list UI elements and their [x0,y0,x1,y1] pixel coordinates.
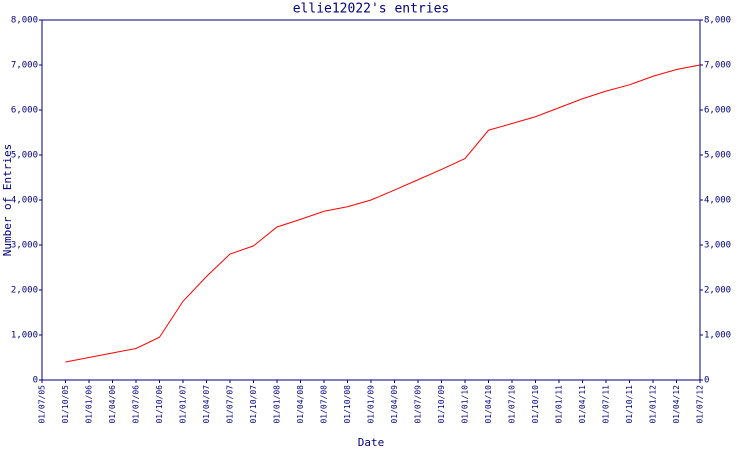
data-line [65,64,701,363]
x-tick-label: 01/01/11 [555,385,564,424]
x-tick-label: 01/01/12 [649,385,658,424]
y2-tick-label: 3,000 [704,241,731,251]
y2-tick-label: 1,000 [704,331,731,341]
y-tick-label: 0 [33,376,38,386]
x-tick-label: 01/01/07 [179,385,188,424]
x-tick-label: 01/10/07 [249,385,258,424]
y-tick-label: 4,000 [11,196,38,206]
y-axis-label: Number of Entries [1,144,14,257]
x-tick-label: 01/07/09 [414,385,423,424]
x-tick-label: 01/07/07 [226,385,235,424]
x-tick-label: 01/01/06 [85,385,94,424]
y2-tick-label: 4,000 [704,196,731,206]
x-tick-label: 01/04/11 [578,385,587,424]
x-tick-label: 01/10/11 [625,385,634,424]
x-tick-label: 01/10/09 [437,385,446,424]
x-tick-label: 01/04/08 [296,385,305,424]
x-tick-label: 01/07/05 [38,385,47,424]
x-tick-label: 01/04/10 [484,385,493,424]
y-tick-label: 6,000 [11,106,38,116]
x-tick-label: 01/04/06 [108,385,117,424]
y-tick-label: 3,000 [11,241,38,251]
x-tick-label: 01/04/12 [672,385,681,424]
y2-tick-label: 5,000 [704,151,731,161]
x-tick-label: 01/10/06 [155,385,164,424]
x-tick-label: 01/01/08 [273,385,282,424]
y-tick-label: 5,000 [11,151,38,161]
x-tick-label: 01/10/05 [61,385,70,424]
x-tick-label: 01/04/07 [202,385,211,424]
x-tick-label: 01/07/11 [602,385,611,424]
y-tick-label: 7,000 [11,61,38,71]
chart-title: ellie12022's entries [293,2,450,17]
x-tick-label: 01/10/08 [343,385,352,424]
y-tick-label: 1,000 [11,331,38,341]
x-tick-label: 01/07/10 [508,385,517,424]
x-tick-label: 01/07/12 [696,385,705,424]
x-tick-label: 01/07/08 [320,385,329,424]
x-tick-label: 01/01/10 [461,385,470,424]
y2-tick-label: 8,000 [704,16,731,26]
x-tick-label: 01/10/10 [531,385,540,424]
x-tick-label: 01/01/09 [367,385,376,424]
y2-tick-label: 2,000 [704,286,731,296]
x-axis-label: Date [358,436,385,449]
x-tick-label: 01/04/09 [390,385,399,424]
y-tick-label: 8,000 [11,16,38,26]
y2-tick-label: 7,000 [704,61,731,71]
y2-tick-label: 6,000 [704,106,731,116]
x-tick-label: 01/07/06 [132,385,141,424]
y-tick-label: 2,000 [11,286,38,296]
y2-tick-label: 0 [704,376,709,386]
